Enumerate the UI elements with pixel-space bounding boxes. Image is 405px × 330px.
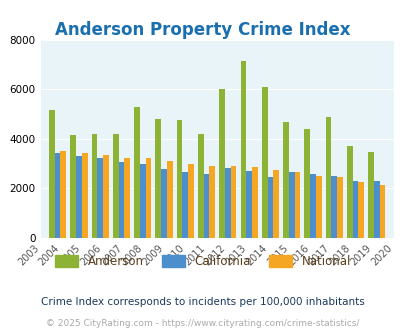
Bar: [55, 153, 60, 238]
Bar: [309, 174, 315, 238]
Bar: [246, 171, 252, 238]
Bar: [161, 169, 166, 238]
Bar: [294, 172, 300, 238]
Bar: [113, 134, 118, 238]
Bar: [315, 176, 321, 238]
Bar: [81, 153, 87, 238]
Bar: [358, 182, 363, 238]
Bar: [124, 158, 130, 238]
Bar: [166, 161, 172, 238]
Bar: [219, 89, 224, 238]
Bar: [76, 156, 81, 238]
Bar: [379, 185, 384, 238]
Bar: [240, 61, 246, 238]
Bar: [273, 170, 278, 238]
Bar: [118, 162, 124, 238]
Bar: [155, 119, 161, 238]
Bar: [304, 129, 309, 238]
Bar: [145, 158, 151, 238]
Bar: [60, 151, 66, 238]
Bar: [288, 172, 294, 238]
Bar: [346, 146, 352, 238]
Bar: [92, 134, 97, 238]
Bar: [252, 167, 257, 238]
Bar: [188, 164, 194, 238]
Legend: Anderson, California, National: Anderson, California, National: [50, 250, 355, 273]
Text: Anderson Property Crime Index: Anderson Property Crime Index: [55, 21, 350, 40]
Bar: [267, 177, 273, 238]
Bar: [182, 172, 188, 238]
Bar: [230, 166, 236, 238]
Bar: [134, 107, 139, 238]
Bar: [330, 176, 336, 238]
Bar: [224, 168, 230, 238]
Bar: [261, 87, 267, 238]
Bar: [209, 166, 215, 238]
Bar: [176, 120, 182, 238]
Bar: [139, 164, 145, 238]
Text: Crime Index corresponds to incidents per 100,000 inhabitants: Crime Index corresponds to incidents per…: [41, 297, 364, 307]
Bar: [336, 177, 342, 238]
Bar: [198, 134, 203, 238]
Text: © 2025 CityRating.com - https://www.cityrating.com/crime-statistics/: © 2025 CityRating.com - https://www.city…: [46, 319, 359, 328]
Bar: [103, 155, 109, 238]
Bar: [282, 122, 288, 238]
Bar: [97, 158, 103, 238]
Bar: [49, 110, 55, 238]
Bar: [367, 152, 373, 238]
Bar: [203, 174, 209, 238]
Bar: [325, 117, 330, 238]
Bar: [70, 135, 76, 238]
Bar: [373, 182, 379, 238]
Bar: [352, 181, 358, 238]
